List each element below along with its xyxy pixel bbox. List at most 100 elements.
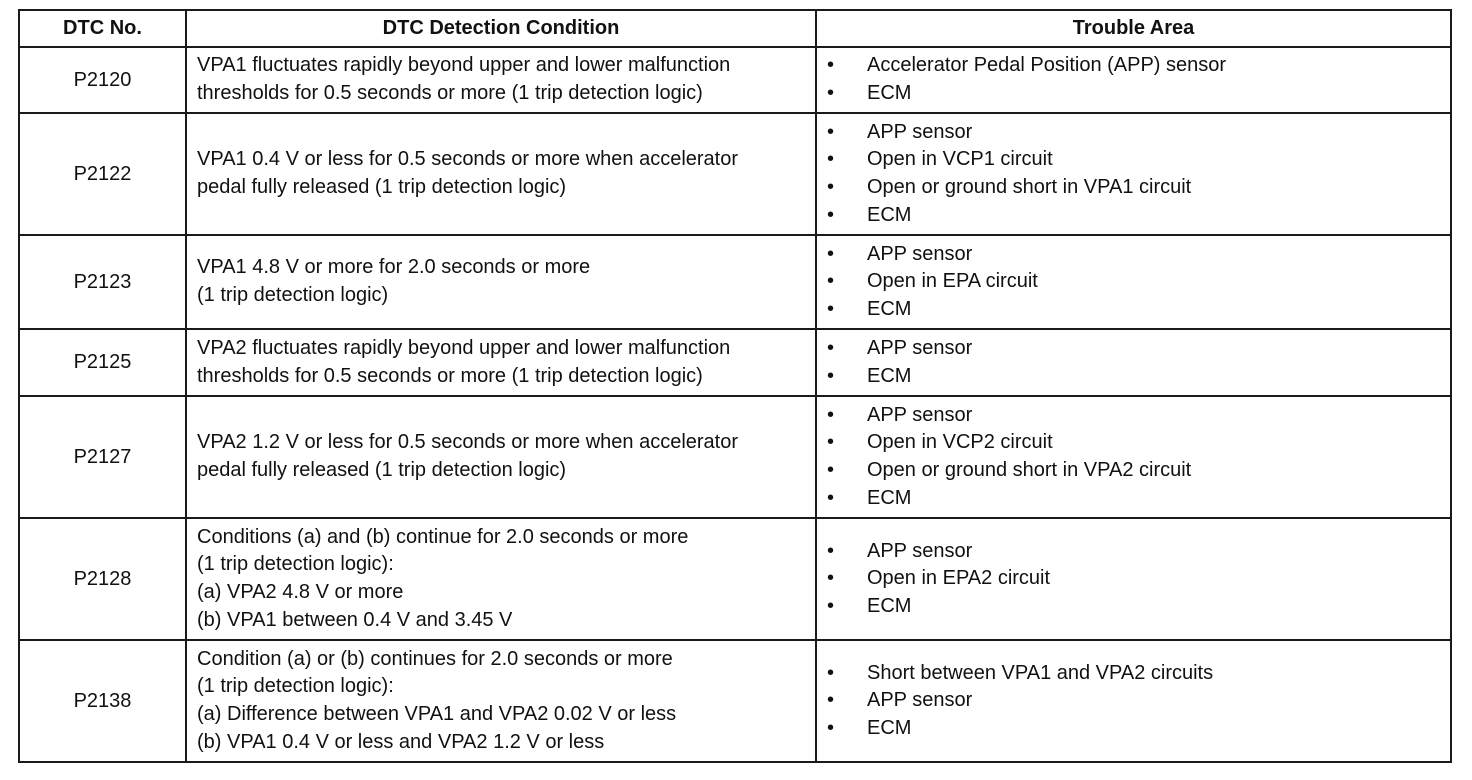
- trouble-area-item: • ECM: [827, 80, 1440, 108]
- table-row: P2125 VPA2 fluctuates rapidly beyond upp…: [18, 328, 1452, 397]
- bullet-icon: •: [827, 716, 835, 739]
- bullet-icon: •: [827, 594, 835, 617]
- trouble-area-cell: • Short between VPA1 and VPA2 circuits • A…: [815, 639, 1452, 763]
- trouble-area-text: ECM: [867, 297, 912, 320]
- trouble-area-item: • Open in EPA2 circuit: [827, 565, 1440, 593]
- trouble-area-item: • Open or ground short in VPA2 circuit: [827, 457, 1440, 485]
- header-trouble-area: Trouble Area: [815, 9, 1452, 48]
- table-row: P2123 VPA1 4.8 V or more for 2.0 seconds…: [18, 234, 1452, 330]
- bullet-icon: •: [827, 661, 835, 684]
- trouble-area-text: ECM: [867, 203, 912, 226]
- dtc-code-cell: P2125: [18, 328, 187, 397]
- condition-line: (a) Difference between VPA1 and VPA2 0.0…: [197, 703, 677, 725]
- condition-line: VPA2 1.2 V or less for 0.5 seconds or mo…: [197, 431, 739, 454]
- condition-line: (1 trip detection logic):: [197, 675, 394, 698]
- trouble-area-text: Open in EPA circuit: [867, 270, 1038, 293]
- trouble-area-item: • ECM: [827, 202, 1440, 230]
- trouble-area-text: APP sensor: [867, 336, 973, 359]
- trouble-area-cell: • APP sensor • Open in VCP2 circuit • Open …: [815, 395, 1452, 519]
- condition-line: thresholds for 0.5 seconds or more (1 tr…: [197, 82, 703, 104]
- trouble-area-item: • APP sensor: [827, 119, 1440, 147]
- bullet-icon: •: [827, 539, 835, 562]
- table-row: P2128 Conditions (a) and (b) continue fo…: [18, 517, 1452, 641]
- trouble-area-item: • APP sensor: [827, 335, 1440, 363]
- trouble-area-cell: • APP sensor • Open in VCP1 circuit • Open …: [815, 112, 1452, 236]
- condition-line: VPA2 fluctuates rapidly beyond upper and…: [197, 336, 731, 359]
- trouble-area-cell: • APP sensor • ECM: [815, 328, 1452, 397]
- table-row: P2127 VPA2 1.2 V or less for 0.5 seconds…: [18, 395, 1452, 519]
- detection-condition-cell: Conditions (a) and (b) continue for 2.0 …: [185, 517, 817, 641]
- trouble-area-item: • ECM: [827, 485, 1440, 513]
- trouble-area-item: • Open in EPA circuit: [827, 268, 1440, 296]
- trouble-area-item: • APP sensor: [827, 538, 1440, 566]
- bullet-icon: •: [827, 270, 835, 293]
- trouble-area-text: Short between VPA1 and VPA2 circuits: [867, 661, 1214, 684]
- trouble-area-list: • APP sensor • Open in VCP1 circuit • Open …: [827, 119, 1440, 229]
- detection-condition-cell: VPA2 fluctuates rapidly beyond upper and…: [185, 328, 817, 397]
- condition-line: VPA1 fluctuates rapidly beyond upper and…: [197, 54, 731, 77]
- header-row: DTC No. DTC Detection Condition Trouble …: [18, 9, 1452, 48]
- trouble-area-list: • APP sensor • ECM: [827, 335, 1440, 390]
- bullet-icon: •: [827, 176, 835, 198]
- trouble-area-text: APP sensor: [867, 242, 973, 265]
- dtc-table: DTC No. DTC Detection Condition Trouble …: [18, 9, 1452, 763]
- trouble-area-list: • Short between VPA1 and VPA2 circuits • A…: [827, 660, 1440, 743]
- dtc-code-cell: P2127: [18, 395, 187, 519]
- bullet-icon: •: [827, 82, 835, 104]
- condition-line: VPA1 4.8 V or more for 2.0 seconds or mo…: [197, 256, 591, 279]
- trouble-area-text: Open in VCP1 circuit: [867, 148, 1053, 171]
- trouble-area-item: • Short between VPA1 and VPA2 circuits: [827, 660, 1440, 688]
- trouble-area-text: APP sensor: [867, 120, 973, 143]
- trouble-area-text: APP sensor: [867, 403, 973, 426]
- trouble-area-item: • APP sensor: [827, 687, 1440, 715]
- bullet-icon: •: [827, 242, 835, 265]
- dtc-code-cell: P2120: [18, 46, 187, 114]
- trouble-area-list: • APP sensor • Open in EPA2 circuit • ECM: [827, 538, 1440, 621]
- header-dtc-no: DTC No.: [18, 9, 187, 48]
- trouble-area-cell: • Accelerator Pedal Position (APP) sensor…: [815, 46, 1452, 114]
- trouble-area-item: • ECM: [827, 296, 1440, 324]
- dtc-code-cell: P2138: [18, 639, 187, 763]
- trouble-area-text: APP sensor: [867, 539, 973, 562]
- trouble-area-list: • APP sensor • Open in EPA circuit • ECM: [827, 241, 1440, 324]
- condition-line: Conditions (a) and (b) continue for 2.0 …: [197, 525, 689, 548]
- table-body: P2120 VPA1 fluctuates rapidly beyond upp…: [18, 46, 1452, 763]
- bullet-icon: •: [827, 120, 835, 143]
- header-detection-condition: DTC Detection Condition: [185, 9, 817, 48]
- condition-line: pedal fully released (1 trip detection l…: [197, 459, 567, 481]
- condition-line: VPA1 0.4 V or less for 0.5 seconds or mo…: [197, 148, 739, 171]
- trouble-area-text: Open or ground short in VPA2 circuit: [867, 459, 1192, 481]
- trouble-area-list: • APP sensor • Open in VCP2 circuit • Open …: [827, 402, 1440, 512]
- detection-condition-cell: VPA2 1.2 V or less for 0.5 seconds or mo…: [185, 395, 817, 519]
- trouble-area-text: ECM: [867, 82, 912, 104]
- trouble-area-item: • Open in VCP2 circuit: [827, 429, 1440, 457]
- trouble-area-list: • Accelerator Pedal Position (APP) sensor…: [827, 52, 1440, 107]
- detection-condition-cell: Condition (a) or (b) continues for 2.0 s…: [185, 639, 817, 763]
- condition-line: Condition (a) or (b) continues for 2.0 s…: [197, 647, 673, 670]
- trouble-area-item: • Open in VCP1 circuit: [827, 146, 1440, 174]
- detection-condition-cell: VPA1 fluctuates rapidly beyond upper and…: [185, 46, 817, 114]
- condition-line: (a) VPA2 4.8 V or more: [197, 581, 404, 603]
- dtc-code-cell: P2122: [18, 112, 187, 236]
- trouble-area-item: • APP sensor: [827, 241, 1440, 269]
- trouble-area-cell: • APP sensor • Open in EPA circuit • ECM: [815, 234, 1452, 330]
- condition-line: (b) VPA1 0.4 V or less and VPA2 1.2 V or…: [197, 730, 605, 753]
- bullet-icon: •: [827, 689, 835, 712]
- trouble-area-text: APP sensor: [867, 689, 973, 712]
- bullet-icon: •: [827, 459, 835, 481]
- table-row: P2138 Condition (a) or (b) continues for…: [18, 639, 1452, 763]
- condition-line: pedal fully released (1 trip detection l…: [197, 176, 567, 198]
- condition-line: (1 trip detection logic): [197, 284, 389, 306]
- trouble-area-text: ECM: [867, 486, 912, 509]
- trouble-area-item: • APP sensor: [827, 402, 1440, 430]
- trouble-area-text: ECM: [867, 716, 912, 739]
- dtc-code-cell: P2128: [18, 517, 187, 641]
- condition-line: (b) VPA1 between 0.4 V and 3.45 V: [197, 608, 513, 631]
- trouble-area-item: • ECM: [827, 715, 1440, 743]
- bullet-icon: •: [827, 203, 835, 226]
- table-row: P2122 VPA1 0.4 V or less for 0.5 seconds…: [18, 112, 1452, 236]
- bullet-icon: •: [827, 431, 835, 454]
- trouble-area-text: Accelerator Pedal Position (APP) sensor: [867, 54, 1227, 77]
- trouble-area-item: • ECM: [827, 363, 1440, 391]
- bullet-icon: •: [827, 297, 835, 320]
